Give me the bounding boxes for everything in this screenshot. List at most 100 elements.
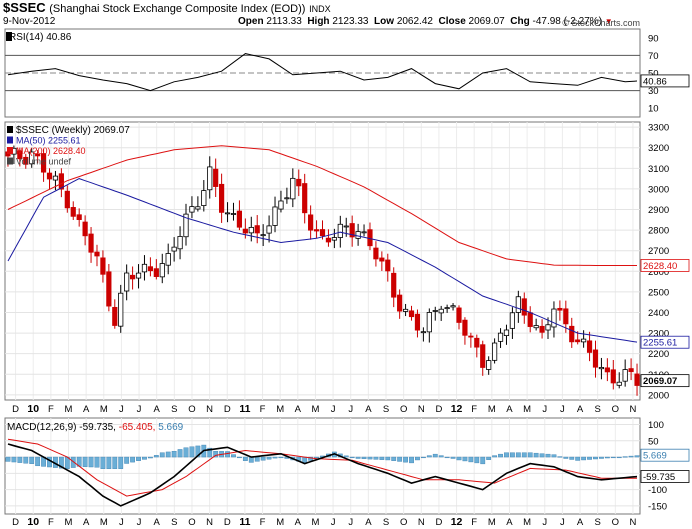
candle-body — [610, 369, 616, 384]
macd-histogram-bar — [118, 456, 124, 469]
price-x-label: O — [400, 404, 407, 415]
candle-body — [367, 229, 373, 247]
macd-tick-label: -150 — [648, 501, 667, 512]
macd-x-label: M — [276, 517, 284, 528]
candle-body — [177, 236, 183, 250]
macd-x-label: 11 — [239, 516, 250, 528]
macd-x-label: A — [295, 517, 302, 528]
candle-body — [76, 214, 82, 220]
macd-histogram-bar — [599, 456, 604, 459]
macd-histogram-bar — [415, 456, 420, 461]
price-x-label: M — [276, 404, 284, 415]
candle-body — [23, 156, 29, 165]
macd-histogram-bar — [165, 451, 171, 458]
candle-body — [195, 206, 201, 210]
macd-x-label: 10 — [27, 516, 39, 528]
macd-histogram-bar — [575, 456, 581, 461]
macd-x-label: S — [171, 517, 177, 528]
rsi-legend: RSI(14) 40.86 — [9, 32, 72, 43]
macd-histogram-bar — [189, 446, 195, 458]
macd-histogram-bar — [70, 456, 76, 468]
macd-histogram-bar — [557, 456, 563, 458]
price-x-label: 10 — [27, 403, 39, 415]
candle-body — [634, 373, 640, 386]
macd-histogram-bar — [349, 456, 355, 459]
macd-histogram-bar — [610, 456, 616, 459]
candle-body — [545, 324, 551, 331]
macd-x-label: O — [612, 517, 619, 528]
macd-histogram-bar — [260, 456, 266, 461]
price-x-label: J — [560, 404, 565, 415]
macd-histogram-bar — [438, 455, 444, 458]
macd-histogram-bar — [213, 450, 219, 458]
price-legend-item: $SSEC (Weekly) 2069.07 — [16, 125, 130, 136]
candle-body — [58, 173, 64, 190]
macd-hist-last-value-box — [640, 448, 690, 462]
macd-x-label: D — [224, 517, 231, 528]
candle-body — [480, 344, 486, 368]
macd-histogram-bar — [426, 455, 432, 458]
low-label: Low — [374, 16, 395, 27]
candle-body — [503, 329, 510, 337]
macd-histogram-bar — [444, 456, 450, 459]
candle-body — [563, 308, 569, 325]
macd-histogram-bar — [563, 456, 569, 459]
ma50-last-value: 2255.61 — [643, 338, 677, 349]
price-x-label: A — [83, 404, 90, 415]
price-tick-label: 3000 — [648, 184, 669, 195]
candle-body — [628, 368, 634, 373]
macd-legend-label: MACD(12,26,9) — [7, 422, 79, 433]
candle-body — [201, 190, 207, 206]
candle-body — [224, 212, 231, 215]
macd-histogram-bar — [498, 453, 503, 458]
candle-body — [64, 190, 70, 209]
macd-tick-label: -100 — [648, 485, 667, 496]
index-name: (Shanghai Stock Exchange Composite Index… — [49, 3, 306, 15]
macd-x-label: A — [577, 517, 584, 528]
candle-body — [17, 150, 23, 160]
exchange: INDX — [309, 4, 331, 14]
candle-body — [604, 367, 610, 373]
candle-body — [248, 226, 254, 234]
macd-histogram-bar — [35, 456, 41, 467]
macd-histogram-bar — [142, 456, 147, 460]
macd-histogram-bar — [94, 456, 100, 468]
candle-body — [557, 307, 563, 311]
price-legend-item: Volume undef — [16, 157, 72, 167]
macd-histogram-bar — [456, 456, 462, 461]
macd-histogram-bar — [106, 456, 112, 469]
candle-body — [402, 308, 409, 312]
macd-x-label: F — [260, 517, 266, 528]
candle-body — [159, 263, 165, 278]
macd-histogram-bar — [17, 456, 23, 463]
price-legend-swatch — [7, 136, 13, 144]
macd-histogram-bar — [545, 453, 551, 458]
candle-body — [622, 369, 628, 382]
macd-x-label: F — [48, 517, 54, 528]
ma200-last-value-box — [640, 259, 690, 272]
price-tick-label: 3100 — [648, 164, 669, 175]
macd-histogram-bar — [302, 456, 308, 464]
open-value: 2113.33 — [266, 16, 302, 27]
candle-body — [343, 225, 349, 228]
candle-body — [581, 338, 587, 343]
candle-body — [260, 234, 266, 237]
macd-histogram-bar — [385, 456, 391, 461]
macd-histogram-bar — [153, 455, 159, 458]
macd-legend: MACD(12,26,9) -59.735, -65.405, 5.669 — [7, 422, 184, 433]
low-value: 2062.42 — [396, 16, 433, 27]
macd-x-label: A — [365, 517, 372, 528]
macd-histogram-bar — [183, 447, 189, 458]
candle-body — [385, 259, 391, 272]
chart-title: $SSEC (Shanghai Stock Exchange Composite… — [3, 0, 331, 15]
open-label: Open — [238, 16, 264, 27]
candle-body — [171, 246, 177, 252]
macd-histogram-bar — [5, 456, 11, 462]
macd-histogram-bar — [504, 452, 509, 458]
rsi-tick-label: 10 — [648, 104, 659, 115]
macd-histogram-bar — [308, 456, 314, 461]
candle-body — [207, 166, 213, 191]
macd-histogram-bar — [593, 456, 598, 460]
macd-x-label: A — [83, 517, 90, 528]
candle-body — [272, 206, 278, 226]
